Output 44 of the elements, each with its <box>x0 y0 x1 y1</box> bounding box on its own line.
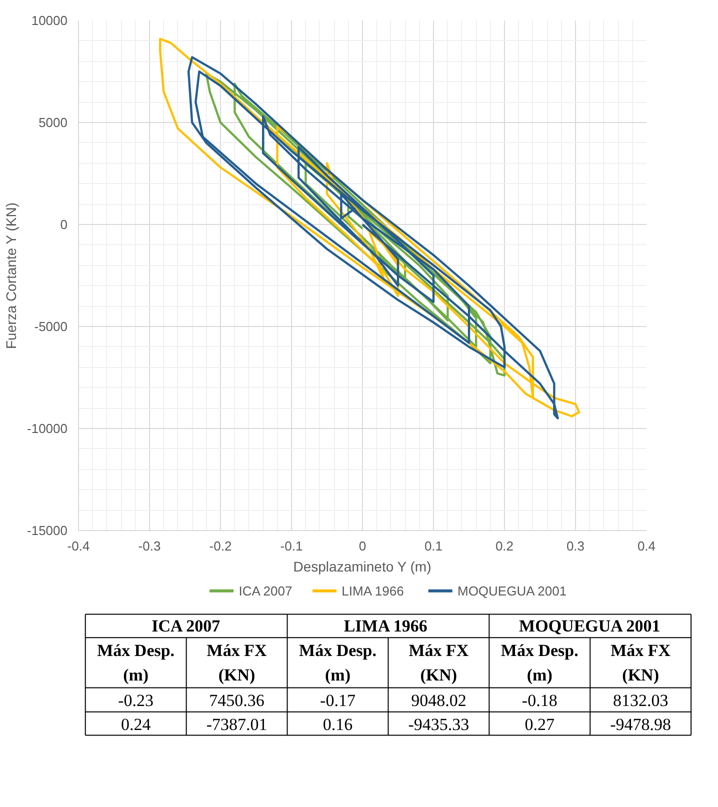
y-tick-label: -15000 <box>27 523 68 538</box>
text: -0.17 <box>320 690 356 710</box>
y-axis-title: Fuerza Cortante Y (KN) <box>3 202 20 350</box>
text: MOQUEGUA 2001 <box>519 616 660 636</box>
x-tick-label: -0.1 <box>280 538 303 554</box>
y-tick-label: 0 <box>60 217 68 232</box>
x-tick-label: -0.3 <box>138 538 161 554</box>
text: 0.27 <box>524 715 556 734</box>
legend-label: MOQUEGUA 2001 <box>457 583 567 598</box>
text: 8132.03 <box>612 690 668 710</box>
text: -9435.33 <box>408 715 470 734</box>
text: -7387.01 <box>206 715 268 734</box>
text: 9048.02 <box>411 690 466 710</box>
x-tick-label: -0.4 <box>67 538 90 554</box>
y-tick-label: 10000 <box>31 13 68 28</box>
x-tick-label: 0.4 <box>637 538 656 554</box>
x-tick-label: 0.3 <box>566 538 585 554</box>
text: LIMA 1966 <box>344 616 428 636</box>
legend-label: ICA 2007 <box>238 583 292 598</box>
x-axis-title: Desplazamineto Y (m) <box>293 558 432 574</box>
text: Máx FX (KN) <box>610 640 672 684</box>
text: ICA 2007 <box>152 616 221 636</box>
x-tick-label: 0 <box>358 538 366 554</box>
text: Máx FX (KN) <box>206 640 268 684</box>
text: -0.23 <box>118 690 154 710</box>
text: 7450.36 <box>209 690 264 710</box>
x-tick-label: 0.1 <box>424 538 443 554</box>
text: Máx Desp. (m) <box>97 640 175 684</box>
text: 0.16 <box>322 715 353 734</box>
text: -0.18 <box>522 690 558 710</box>
y-tick-label: -5000 <box>34 319 68 334</box>
y-tick-label: -10000 <box>27 421 68 436</box>
line-series <box>159 38 580 418</box>
text: Máx FX (KN) <box>408 640 470 684</box>
line-series <box>187 56 559 420</box>
line-series <box>205 72 506 377</box>
text: 0.24 <box>120 715 152 734</box>
text: Máx Desp. (m) <box>299 640 376 684</box>
x-tick-label: -0.2 <box>209 538 232 554</box>
text: Máx Desp. (m) <box>500 640 578 684</box>
y-tick-label: 5000 <box>38 115 68 130</box>
legend-label: LIMA 1966 <box>342 583 404 598</box>
x-tick-label: 0.2 <box>495 538 514 554</box>
text: -9478.98 <box>610 715 672 734</box>
